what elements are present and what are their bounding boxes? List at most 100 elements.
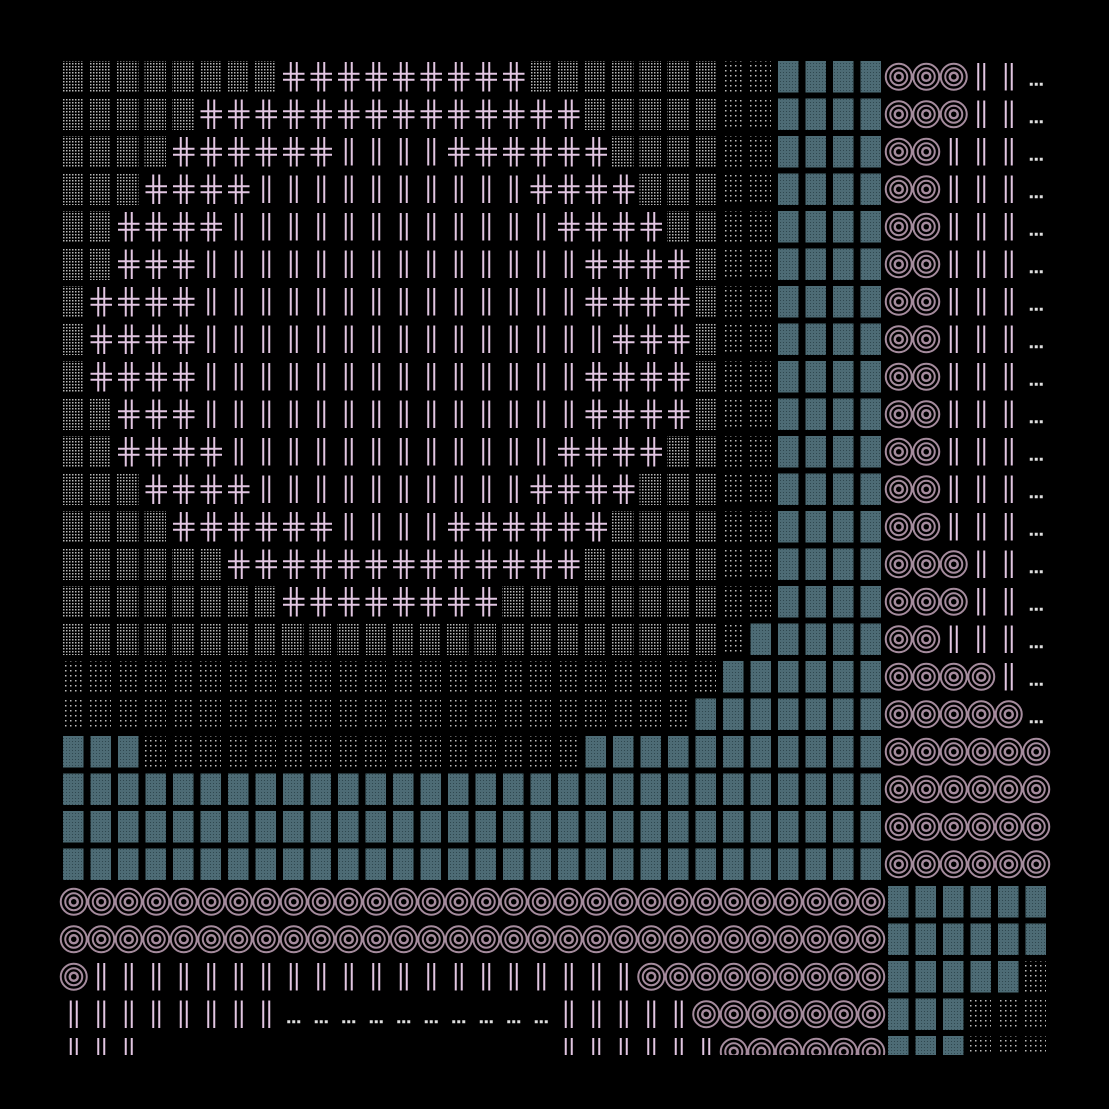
cell-ring (829, 925, 858, 954)
dot-fill (199, 548, 221, 580)
cell-bars (207, 1000, 216, 1028)
teal-block (860, 173, 881, 205)
teal-block (640, 811, 661, 843)
cell-sparse (447, 661, 469, 693)
ring (912, 550, 941, 579)
small-dot (1039, 345, 1043, 349)
cell-cross (90, 362, 112, 392)
dot-fill (172, 661, 194, 693)
teal-block (805, 136, 826, 168)
teal-block (585, 773, 606, 805)
ring (728, 934, 739, 945)
ring (1031, 746, 1042, 757)
cell-teal (805, 398, 826, 430)
cell-dense (144, 61, 166, 93)
ring (802, 925, 831, 954)
cell-dense (172, 548, 194, 580)
cell-ring (554, 925, 583, 954)
teal-block (833, 698, 854, 730)
ring (884, 775, 913, 804)
cell-cross (173, 324, 195, 354)
cell-cross (585, 137, 607, 167)
ring (838, 934, 849, 945)
ring (861, 892, 881, 912)
dot-fill (89, 248, 111, 280)
ring (944, 779, 964, 799)
teal-block (310, 848, 331, 880)
cell-cross (255, 99, 277, 129)
dot-fill (639, 473, 661, 505)
ring (834, 967, 854, 987)
dot-fill (694, 136, 716, 168)
cell-cross (420, 62, 442, 92)
cell-bars (399, 513, 408, 541)
cell-bars (399, 438, 408, 466)
cell-ring (802, 887, 831, 916)
cell-teal (778, 136, 799, 168)
cell-bars (344, 213, 353, 241)
ring (948, 859, 959, 870)
cell-ring (939, 100, 968, 129)
cell-ring (637, 925, 666, 954)
dot-fill (667, 98, 689, 130)
dot-fill (89, 98, 111, 130)
cell-bars (262, 400, 271, 428)
cell-dense (62, 623, 84, 655)
cell-ring (1022, 812, 1051, 841)
ring (976, 821, 987, 832)
ring (889, 404, 909, 424)
ring (884, 850, 913, 879)
ring (96, 934, 107, 945)
cell-cross (255, 137, 277, 167)
ring (701, 1009, 712, 1020)
cell-teal (90, 848, 111, 880)
cell-dense (89, 548, 111, 580)
cell-bars (949, 213, 958, 241)
cell-cross (145, 399, 167, 429)
small-dot (374, 1020, 378, 1024)
cell-bars (1004, 663, 1013, 691)
cell-sparse (392, 736, 414, 768)
ring (582, 925, 611, 954)
ring (453, 934, 464, 945)
cell-dense (667, 136, 689, 168)
ring (893, 146, 904, 157)
cell-dense (584, 623, 606, 655)
cell-cross (228, 512, 250, 542)
cell-bars (1004, 438, 1013, 466)
ring (857, 887, 886, 916)
ring (751, 967, 771, 987)
cell-teal (998, 961, 1019, 993)
teal-block (750, 736, 771, 768)
cell-ring (334, 925, 363, 954)
cell-bars (399, 250, 408, 278)
cell-ring (884, 137, 913, 166)
teal-block (833, 248, 854, 280)
teal-block (503, 848, 524, 880)
teal-block (998, 923, 1019, 955)
cell-dots (314, 1020, 328, 1024)
cell-ring (87, 887, 116, 916)
dot-fill (667, 436, 689, 468)
cell-bars (482, 213, 491, 241)
small-dot (1029, 232, 1033, 236)
dot-fill (392, 661, 414, 693)
cell-dense (62, 98, 84, 130)
ring (256, 892, 276, 912)
cell-ring (884, 737, 913, 766)
cell-dense (89, 473, 111, 505)
dot-fill (144, 98, 166, 130)
cell-ring (884, 362, 913, 391)
cell-cross (558, 137, 580, 167)
small-dot (1029, 345, 1033, 349)
cell-bars (289, 250, 298, 278)
teal-block (723, 736, 744, 768)
dot-fill (749, 473, 771, 505)
cell-bars (564, 288, 573, 316)
cell-dots (479, 1020, 493, 1024)
ring (334, 925, 363, 954)
cell-bars (537, 325, 546, 353)
ring (366, 892, 386, 912)
cell-sparse (364, 661, 386, 693)
